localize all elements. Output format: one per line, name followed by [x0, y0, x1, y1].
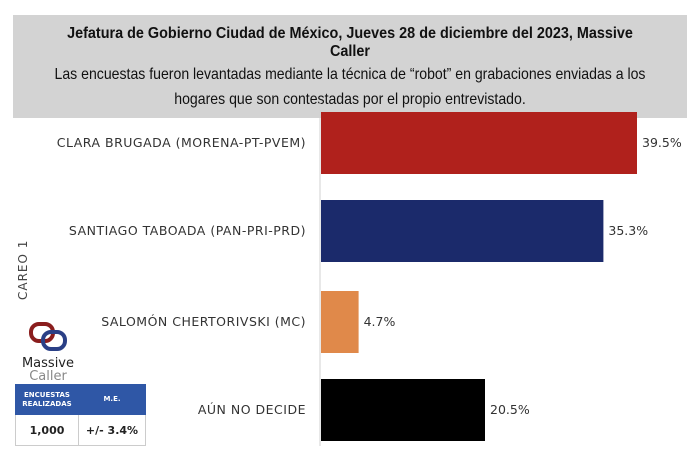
header-me: M.E.	[78, 384, 146, 415]
category-label: AÚN NO DECIDE	[198, 402, 306, 417]
data-label: 4.7%	[364, 314, 396, 329]
chart-header: Jefatura de Gobierno Ciudad de México, J…	[13, 15, 687, 118]
chart-subtitle-1: Las encuestas fueron levantadas mediante…	[54, 66, 646, 83]
bar	[321, 379, 485, 441]
bar	[321, 200, 604, 262]
chart-title: Jefatura de Gobierno Ciudad de México, J…	[67, 25, 633, 60]
category-label: CLARA BRUGADA (MORENA-PT-PVEM)	[57, 135, 306, 150]
category-label: SALOMÓN CHERTORIVSKI (MC)	[101, 314, 306, 329]
chart-subtitle-2: hogares que son contestadas por el propi…	[174, 91, 526, 108]
sample-table: ENCUESTAS REALIZADAS M.E. 1,000 +/- 3.4%	[15, 384, 146, 446]
value-encuestas: 1,000	[15, 414, 79, 446]
side-label: CAREO 1	[16, 239, 30, 300]
data-label: 20.5%	[490, 402, 530, 417]
data-label: 39.5%	[642, 135, 682, 150]
bar	[321, 112, 637, 174]
data-label: 35.3%	[608, 223, 648, 238]
massive-caller-logo: Massive Caller	[18, 322, 78, 383]
bar	[321, 291, 359, 353]
category-label: SANTIAGO TABOADA (PAN-PRI-PRD)	[69, 223, 306, 238]
header-encuestas: ENCUESTAS REALIZADAS	[15, 384, 79, 415]
value-me: +/- 3.4%	[78, 414, 146, 446]
logo-icon	[29, 322, 67, 351]
